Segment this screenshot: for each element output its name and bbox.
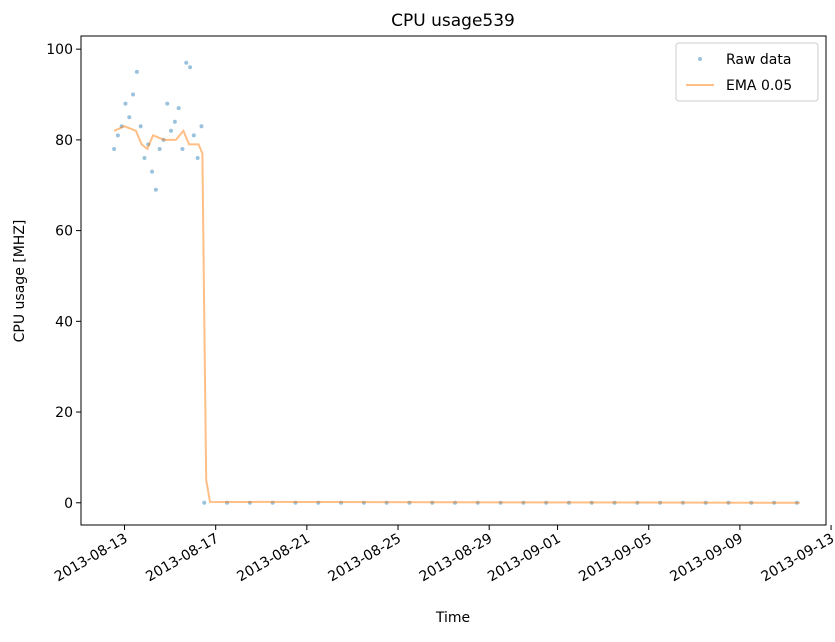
legend-label: Raw data: [726, 52, 791, 68]
x-axis-label: Time: [435, 610, 470, 626]
y-tick-label: 20: [55, 405, 73, 421]
y-tick-label: 80: [55, 133, 73, 149]
data-point: [188, 65, 193, 70]
x-tick-label: 2013-08-29: [417, 531, 495, 586]
legend: Raw data EMA 0.05: [675, 42, 819, 102]
x-tick-label: 2013-08-17: [143, 531, 221, 586]
data-point: [112, 146, 117, 151]
data-point: [165, 101, 170, 106]
x-tick-label: 2013-09-09: [667, 531, 745, 586]
legend-label: EMA 0.05: [726, 78, 792, 94]
data-point: [191, 133, 196, 138]
ema-line: [113, 125, 800, 504]
x-tick-label: 2013-09-13: [759, 531, 835, 586]
data-point: [176, 106, 181, 111]
y-tick-label: 0: [64, 496, 73, 512]
data-point: [115, 133, 120, 138]
data-point: [131, 92, 136, 97]
data-point: [184, 60, 189, 65]
legend-box: [675, 42, 819, 102]
chart-title: CPU usage539: [391, 11, 515, 31]
data-point: [199, 124, 204, 129]
x-tick-label: 2013-08-21: [234, 531, 312, 586]
data-point: [127, 115, 132, 120]
data-point: [142, 156, 147, 161]
x-tick-label: 2013-09-05: [576, 531, 654, 586]
data-point: [195, 156, 200, 161]
data-point: [180, 146, 185, 151]
y-tick-label: 40: [55, 314, 73, 330]
y-tick-label: 60: [55, 224, 73, 240]
data-point: [150, 169, 155, 174]
y-axis-label: CPU usage [MHZ]: [12, 220, 28, 343]
axes-frame: [80, 35, 827, 526]
data-point: [138, 124, 143, 129]
legend-marker: [698, 57, 702, 61]
data-point: [157, 146, 162, 151]
data-point: [123, 101, 128, 106]
data-point: [202, 500, 207, 505]
data-point: [153, 187, 158, 192]
y-tick-label: 100: [46, 42, 73, 58]
data-point: [169, 128, 174, 133]
x-tick-label: 2013-08-25: [326, 531, 404, 586]
data-point: [134, 69, 139, 74]
x-tick-label: 2013-08-13: [52, 531, 130, 586]
data-point: [172, 119, 177, 124]
x-tick-label: 2013-09-01: [485, 531, 563, 586]
